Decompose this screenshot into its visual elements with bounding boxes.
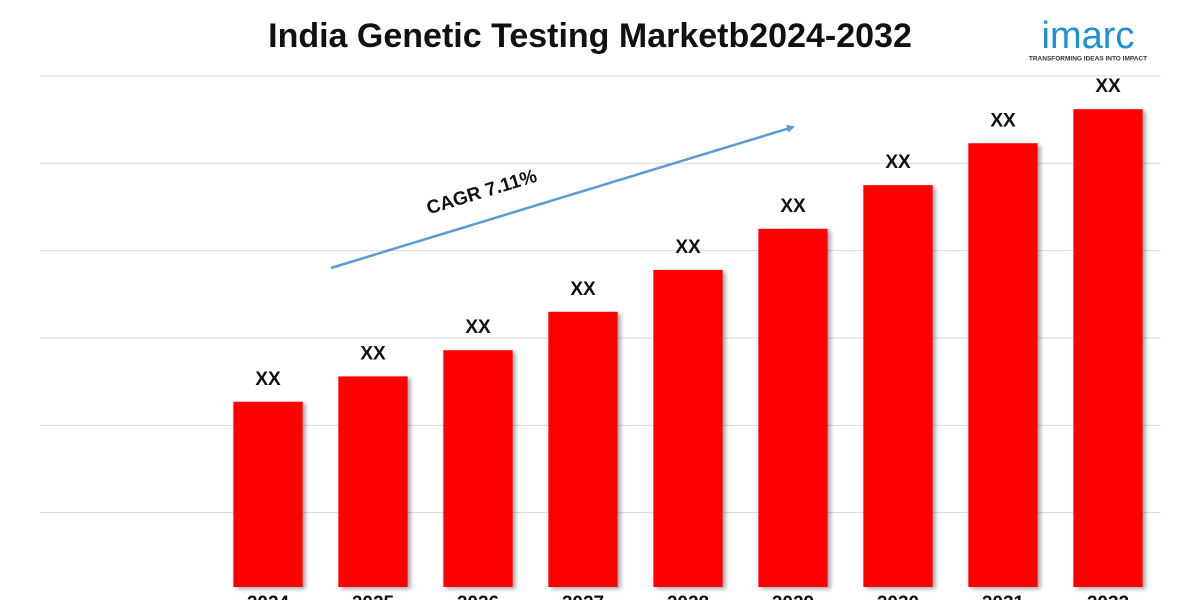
x-tick-label: 2032 (1087, 593, 1129, 600)
value-label: XX (570, 279, 596, 300)
bar (863, 185, 933, 587)
bar (233, 401, 303, 587)
annotation: CAGR 7.11% (424, 166, 539, 219)
x-tick-label: 2029 (772, 593, 814, 600)
bar (1073, 109, 1143, 587)
x-tick-label: 2024 (247, 593, 290, 600)
bar (653, 269, 723, 587)
bar (758, 228, 828, 588)
x-tick-label: 2027 (562, 593, 604, 600)
value-label: XX (360, 343, 386, 364)
value-label: XX (465, 317, 491, 338)
bar (338, 376, 408, 587)
logo: imarc TRANSFORMING IDEAS INTO IMPACT (1029, 15, 1147, 63)
value-label: XX (1095, 76, 1121, 97)
x-tick-label: 2030 (877, 593, 919, 600)
value-label: XX (885, 152, 911, 173)
logo-name: imarc (1042, 15, 1135, 57)
x-tick-label: 2028 (667, 593, 709, 600)
logo-tagline: TRANSFORMING IDEAS INTO IMPACT (1029, 56, 1147, 63)
value-label: XX (990, 110, 1016, 131)
bar (443, 350, 513, 587)
value-label: XX (255, 369, 281, 390)
cagr-arrow (330, 124, 795, 270)
x-tick-label: 2031 (982, 593, 1025, 600)
bar (548, 311, 618, 587)
chart-title: India Genetic Testing Marketb2024-2032 (268, 17, 912, 55)
value-label: XX (780, 196, 806, 217)
x-tick-label: 2026 (457, 593, 499, 600)
x-tick-label: 2025 (352, 593, 395, 600)
value-label: XX (675, 237, 701, 258)
bar (968, 143, 1038, 587)
